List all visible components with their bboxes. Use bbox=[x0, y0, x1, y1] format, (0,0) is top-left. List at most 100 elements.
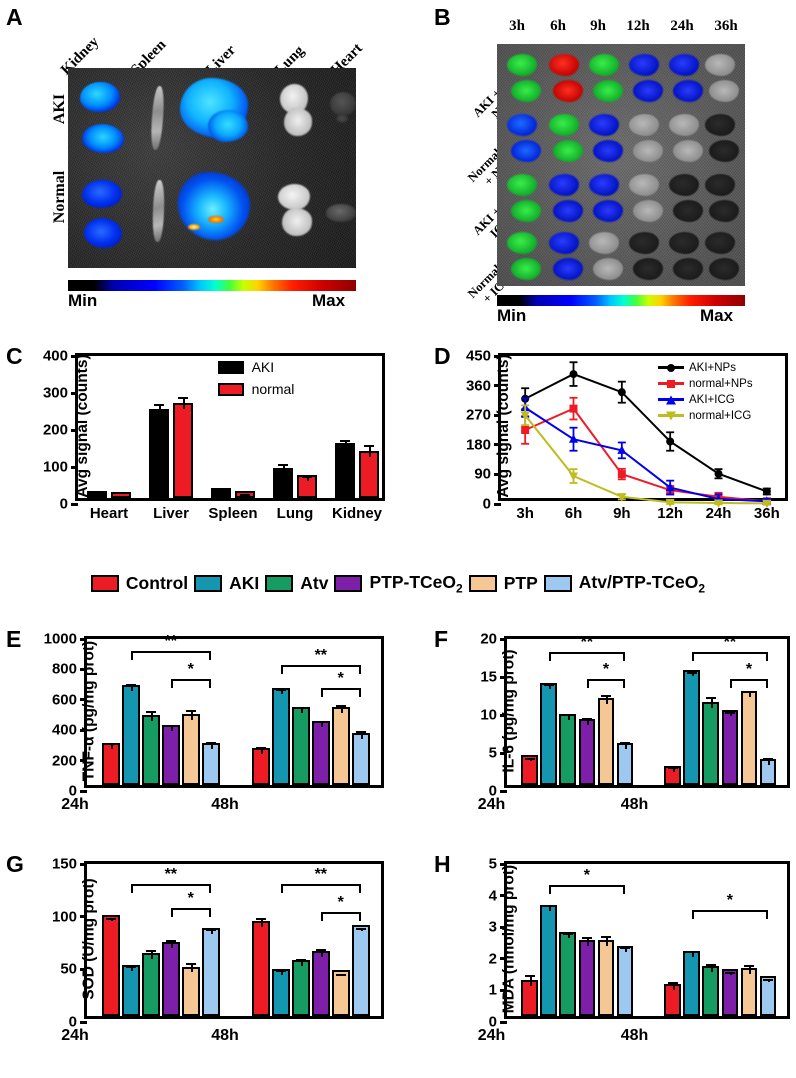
panelF-ytick-15 bbox=[500, 675, 507, 679]
panelF-sig-star-0: ** bbox=[580, 633, 594, 651]
panelC-bar-Kidney-normal bbox=[359, 451, 379, 498]
legend-item-3: PTP-TCeO2 bbox=[334, 572, 463, 596]
panel-b-kidney-r1-c5-b bbox=[709, 140, 739, 162]
legend-label-5: Atv/PTP-TCeO2 bbox=[578, 572, 706, 596]
panelH-bar-24h-Control bbox=[521, 979, 539, 1016]
panelE-errcap-48h-Atv/PTP-TCeO2 bbox=[355, 730, 366, 733]
panelE-bar-48h-Atv bbox=[292, 707, 310, 785]
panelG-errcap-24h-PTP bbox=[185, 963, 196, 965]
panelH-errcap-48h-AKI bbox=[686, 950, 697, 953]
panelE-errcap-24h-AKI bbox=[125, 684, 136, 687]
legend-label-0: Control bbox=[125, 573, 189, 594]
panelE-sig-star-3: * bbox=[337, 669, 344, 687]
panelG-errcap-24h-Control bbox=[105, 917, 116, 920]
panelH-sig-star-0: * bbox=[583, 866, 590, 884]
panel-h-chart: 0 1 2 3 4 5 * * MDA (nmol/mg prot) 24h 48h bbox=[420, 853, 796, 1053]
panelE-err-24h-PTP-TCeO2 bbox=[170, 724, 173, 732]
organ-kidney-normal-1 bbox=[82, 180, 122, 208]
panel-b-kidney-grid bbox=[497, 44, 745, 286]
panelH-err-48h-AKI bbox=[691, 950, 694, 957]
panelD-legend-line-normal+NPs bbox=[658, 379, 684, 388]
panelF-err-48h-Atv bbox=[710, 696, 713, 709]
panelE-err-24h-PTP bbox=[190, 710, 193, 721]
panelC-legend-swatch-normal bbox=[217, 382, 244, 396]
panel-b-kidney-r2-c0-b bbox=[511, 200, 541, 222]
panelG-errcap-48h-Atv/PTP-TCeO2 bbox=[355, 928, 366, 931]
panel-b-kidney-r1-c2-b bbox=[593, 140, 623, 162]
organ-liver-normal-hotspot bbox=[208, 216, 224, 223]
panel-b-colorbar-min: Min bbox=[497, 306, 527, 325]
panelE-err-48h-Control bbox=[260, 746, 263, 755]
panelE-err-24h-Atv/PTP-TCeO2 bbox=[210, 741, 213, 750]
panelE-ytick-400 bbox=[80, 728, 87, 732]
panelC-err-Lung-normal bbox=[307, 475, 309, 482]
panelC-legend-swatch-AKI bbox=[217, 360, 244, 374]
panelC-series-legend: AKI normal bbox=[217, 359, 295, 403]
panelE-group-label-48h: 48h bbox=[211, 796, 239, 813]
panelH-err-24h-Control bbox=[529, 974, 532, 986]
panelE-sig-star-0: ** bbox=[164, 633, 178, 651]
panelH-err-48h-Atv bbox=[710, 964, 713, 973]
panelE-errcap-24h-Control bbox=[105, 742, 116, 745]
legend-label-3: PTP-TCeO2 bbox=[369, 572, 463, 596]
panelF-bar-24h-Atv/PTP-TCeO2 bbox=[616, 743, 634, 785]
panelC-legend-row-AKI: AKI bbox=[217, 359, 295, 375]
panelG-errcap-48h-AKI bbox=[275, 970, 286, 973]
panelG-err-48h-Atv bbox=[300, 958, 303, 967]
panel-b-kidney-r2-c4-a bbox=[669, 174, 699, 196]
panelH-ytick-2 bbox=[500, 957, 507, 961]
panelD-ytick-270 bbox=[494, 413, 501, 417]
panelD-xtlabel-9h: 9h bbox=[613, 505, 631, 522]
panelD-ytick-450 bbox=[494, 354, 501, 358]
panelD-xtlabel-36h: 36h bbox=[753, 505, 780, 522]
panel-b-kidney-r3-c2-a bbox=[589, 232, 619, 254]
panel-a-row-label-aki: AKI bbox=[51, 93, 68, 125]
panelG-bar-48h-PTP bbox=[332, 969, 350, 1016]
panelH-ytlabel-5: 5 bbox=[488, 855, 497, 873]
panelG-ytick-0 bbox=[80, 1020, 87, 1024]
panelH-group-label-48h: 48h bbox=[620, 1027, 649, 1044]
panelD-legend-row-AKI+ICG: AKI+ICG bbox=[658, 393, 753, 406]
panel-g-chart: 0 50 100 150 ** * ** * SOD (U/mg prot) 24h 48h bbox=[0, 853, 400, 1053]
panelC-legend-label-AKI: AKI bbox=[251, 359, 275, 375]
legend-item-5: Atv/PTP-TCeO2 bbox=[543, 572, 706, 596]
panelH-ytlabel-0: 0 bbox=[488, 1013, 497, 1031]
panelC-errcap-Heart-AKI bbox=[92, 495, 102, 498]
legend-swatch-2 bbox=[265, 575, 294, 593]
panel-b-time-label-24h: 24h bbox=[670, 18, 694, 34]
panelG-errcap-48h-PTP-TCeO2 bbox=[315, 949, 326, 952]
panel-letter-f: F bbox=[434, 626, 449, 652]
panel-b-kidney-r3-c2-b bbox=[593, 258, 623, 280]
panelG-sig-star-0: ** bbox=[164, 866, 178, 883]
panel-b-kidney-r1-c0-b bbox=[511, 140, 541, 162]
panelE-bar-24h-Atv/PTP-TCeO2 bbox=[202, 743, 220, 785]
panelC-bar-Liver-AKI bbox=[149, 409, 169, 498]
panelE-sig-star-2: ** bbox=[314, 646, 328, 664]
panelD-ytlabel-90: 90 bbox=[474, 465, 491, 483]
panelD-y-axis-title: Avg signal (counts) bbox=[495, 354, 512, 498]
panel-b-kidney-r2-c2-a bbox=[589, 174, 619, 196]
panelD-ytlabel-180: 180 bbox=[465, 436, 491, 454]
organ-liver-normal-hotspot-2 bbox=[188, 224, 200, 230]
panelF-err-24h-PTP bbox=[605, 695, 608, 704]
panelE-ytlabel-1000: 1000 bbox=[43, 630, 77, 648]
panelH-errcap-24h-PTP-TCeO2 bbox=[581, 936, 592, 939]
panel-b-kidney-r3-c1-b bbox=[553, 258, 583, 280]
panelG-errcap-24h-PTP-TCeO2 bbox=[165, 939, 176, 942]
panelG-ytlabel-150: 150 bbox=[51, 855, 77, 873]
panelE-errcap-24h-Atv/PTP-TCeO2 bbox=[205, 741, 216, 744]
legend-label-2: Atv bbox=[300, 573, 329, 594]
panelD-legend-marker-normal+ICG bbox=[666, 411, 676, 420]
panelD-xtlabel-3h: 3h bbox=[516, 505, 534, 522]
panelG-err-24h-PTP-TCeO2 bbox=[170, 939, 173, 949]
panel-b-kidney-r0-c3-a bbox=[629, 54, 659, 76]
panelC-errcap-Lung-AKI bbox=[278, 463, 288, 466]
panelE-ytick-0 bbox=[80, 789, 87, 793]
panelG-errcap-24h-Atv/PTP-TCeO2 bbox=[205, 929, 216, 932]
panelF-errcap-48h-PTP bbox=[743, 690, 754, 693]
panelG-errcap-48h-PTP bbox=[335, 973, 346, 976]
panelF-bar-48h-Atv bbox=[702, 702, 720, 785]
panelE-err-24h-AKI bbox=[130, 684, 133, 691]
panelC-ytick-100 bbox=[71, 465, 78, 469]
panel-a-row-label-normal: Normal bbox=[51, 170, 68, 224]
